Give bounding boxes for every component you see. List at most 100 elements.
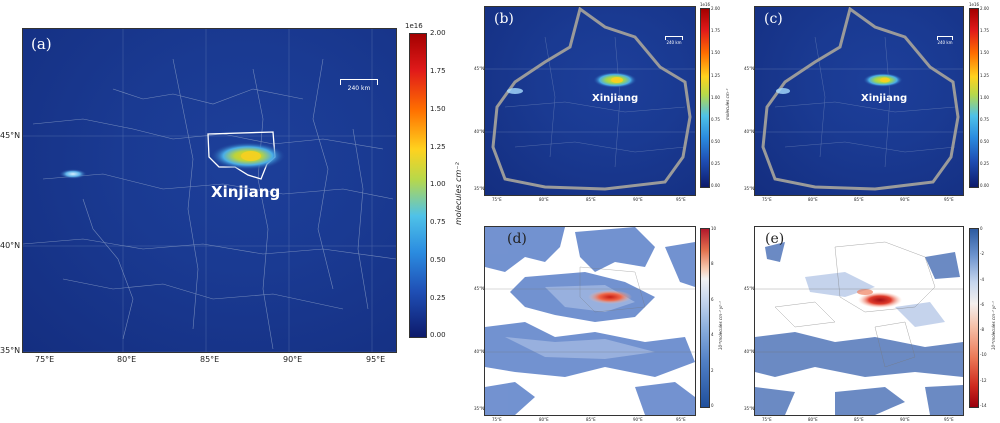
panel-a-colorbar-title: molecules cm⁻² <box>454 162 463 225</box>
panel-a-colorbar-tick: 1.75 <box>430 67 446 75</box>
panel-c-scalebar-label: 240 km <box>937 40 953 45</box>
panel-e-colorbar-tick: -10 <box>980 352 987 357</box>
panel-b-colorbar-tick: 2.00 <box>711 6 720 11</box>
panel-e-lon-tick: 75°E <box>762 417 772 422</box>
panel-d: (d) 45°N 40°N 35°N 75°E 80°E 85°E 90°E 9… <box>472 220 734 423</box>
panel-e-colorbar-tick: -2 <box>980 251 984 256</box>
panel-a-lon-tick: 85°E <box>200 355 220 364</box>
panel-b-colorbar-tick: 0.50 <box>711 139 720 144</box>
panel-b-lat-tick: 35°N <box>474 186 485 191</box>
panel-a-lon-tick: 75°E <box>35 355 55 364</box>
panel-e-lon-tick: 90°E <box>900 417 910 422</box>
panel-c-colorbar-tick: 0.50 <box>980 139 989 144</box>
panel-a-region-label: Xinjiang <box>211 183 281 201</box>
panel-c-colorbar-tick: 0.75 <box>980 117 989 122</box>
panel-c-colorbar-exponent: 1e16 <box>969 2 980 7</box>
panel-c-lon-tick: 80°E <box>808 197 818 202</box>
panel-c-colorbar-tick: 0.25 <box>980 161 989 166</box>
panel-c: (c) Xinjiang 240 km 45°N 40°N 35°N 75°E … <box>742 0 1000 215</box>
panel-e-lat-tick: 45°N <box>744 286 755 291</box>
panel-c-colorbar-tick: 1.25 <box>980 73 989 78</box>
panel-c-lon-tick: 75°E <box>762 197 772 202</box>
panel-b-scalebar-label: 240 km <box>666 40 682 45</box>
panel-e-label: (e) <box>765 231 785 247</box>
panel-a-lat-tick: 45°N <box>0 131 21 140</box>
panel-a-lon-tick: 80°E <box>117 355 137 364</box>
panel-e-lon-tick: 95°E <box>944 417 954 422</box>
panel-e-colorbar-tick: -12 <box>980 378 987 383</box>
panel-a-colorbar <box>409 33 427 338</box>
panel-a-label: (a) <box>31 35 52 53</box>
panel-d-lat-tick: 40°N <box>474 349 485 354</box>
panel-c-lat-tick: 40°N <box>744 129 755 134</box>
panel-a-colorbar-tick: 1.25 <box>430 143 446 151</box>
panel-b-colorbar-tick: 0.75 <box>711 117 720 122</box>
panel-d-lon-tick: 80°E <box>539 417 549 422</box>
panel-c-colorbar-tick: 0.00 <box>980 183 989 188</box>
map-c: (c) Xinjiang 240 km <box>754 6 964 196</box>
panel-a: (a) Xinjiang 240 km 45°N 40°N 35°N 75°E … <box>0 0 470 423</box>
panel-e-lat-tick: 35°N <box>744 406 755 411</box>
map-d-overlay <box>485 227 695 415</box>
panel-b-lon-tick: 80°E <box>539 197 549 202</box>
panel-c-region-label: Xinjiang <box>861 93 908 104</box>
panel-c-lon-tick: 90°E <box>900 197 910 202</box>
panel-b-colorbar <box>700 8 710 188</box>
panel-b-colorbar-title: molecules cm⁻² <box>725 88 730 120</box>
panel-c-colorbar <box>969 8 979 188</box>
panel-a-lon-tick: 95°E <box>366 355 386 364</box>
map-b: (b) Xinjiang 240 km <box>484 6 696 196</box>
panel-d-colorbar-tick: 10 <box>711 226 717 231</box>
panel-a-lat-tick: 35°N <box>0 346 21 355</box>
panel-b-scalebar: 240 km <box>665 36 683 45</box>
panel-c-lon-tick: 85°E <box>854 197 864 202</box>
map-e: (e) <box>754 226 964 416</box>
panel-b-lon-tick: 90°E <box>633 197 643 202</box>
map-e-overlay <box>755 241 963 415</box>
panel-d-colorbar-tick: 2 <box>711 368 714 373</box>
panel-e-lon-tick: 80°E <box>808 417 818 422</box>
panel-a-colorbar-tick: 2.00 <box>430 29 446 37</box>
panel-c-lat-tick: 45°N <box>744 66 755 71</box>
panel-d-colorbar <box>700 228 710 408</box>
panel-a-scalebar: 240 km <box>340 79 378 92</box>
panel-d-lon-tick: 90°E <box>633 417 643 422</box>
panel-b-lat-tick: 45°N <box>474 66 485 71</box>
panel-e-colorbar-tick: -4 <box>980 277 984 282</box>
panel-d-label: (d) <box>507 231 527 247</box>
panel-b-colorbar-exponent: 1e16 <box>700 2 711 7</box>
panel-c-scalebar: 240 km <box>937 36 953 45</box>
panel-e-lat-tick: 40°N <box>744 349 755 354</box>
panel-e-lon-tick: 85°E <box>854 417 864 422</box>
panel-b-colorbar-tick: 1.50 <box>711 50 720 55</box>
panel-b-lon-tick: 85°E <box>586 197 596 202</box>
panel-b-lon-tick: 75°E <box>492 197 502 202</box>
panel-e-colorbar-tick: -6 <box>980 302 984 307</box>
panel-b-region-label: Xinjiang <box>592 93 639 104</box>
panel-d-lat-tick: 35°N <box>474 406 485 411</box>
panel-d-colorbar-tick: 6 <box>711 297 714 302</box>
panel-d-lon-tick: 85°E <box>586 417 596 422</box>
panel-a-lon-tick: 90°E <box>283 355 303 364</box>
map-a-overlay <box>23 29 396 352</box>
panel-e-colorbar-tick: -8 <box>980 327 984 332</box>
panel-d-lon-tick: 75°E <box>492 417 502 422</box>
panel-a-colorbar-tick: 0.25 <box>430 294 446 302</box>
panel-d-lon-tick: 95°E <box>676 417 686 422</box>
panel-c-lat-tick: 35°N <box>744 186 755 191</box>
panel-c-colorbar-tick: 1.00 <box>980 95 989 100</box>
panel-e-colorbar-tick: -14 <box>980 403 987 408</box>
panel-b-colorbar-tick: 1.00 <box>711 95 720 100</box>
panel-b-label: (b) <box>494 11 514 27</box>
panel-a-lat-tick: 40°N <box>0 241 21 250</box>
panel-c-lon-tick: 95°E <box>944 197 954 202</box>
map-c-overlay <box>755 7 963 191</box>
panel-b: (b) Xinjiang 240 km 45°N 40°N 35°N 75°E … <box>472 0 734 215</box>
panel-e-colorbar-title: 10¹⁵molecules cm⁻² yr⁻¹ <box>991 301 996 350</box>
map-d: (d) <box>484 226 696 416</box>
panel-e: (e) 45°N 40°N 35°N 75°E 80°E 85°E 90°E 9… <box>742 220 1000 423</box>
panel-a-colorbar-tick: 0.00 <box>430 331 446 339</box>
panel-c-colorbar-tick: 2.00 <box>980 6 989 11</box>
panel-d-lat-tick: 45°N <box>474 286 485 291</box>
panel-b-colorbar-tick: 1.25 <box>711 73 720 78</box>
